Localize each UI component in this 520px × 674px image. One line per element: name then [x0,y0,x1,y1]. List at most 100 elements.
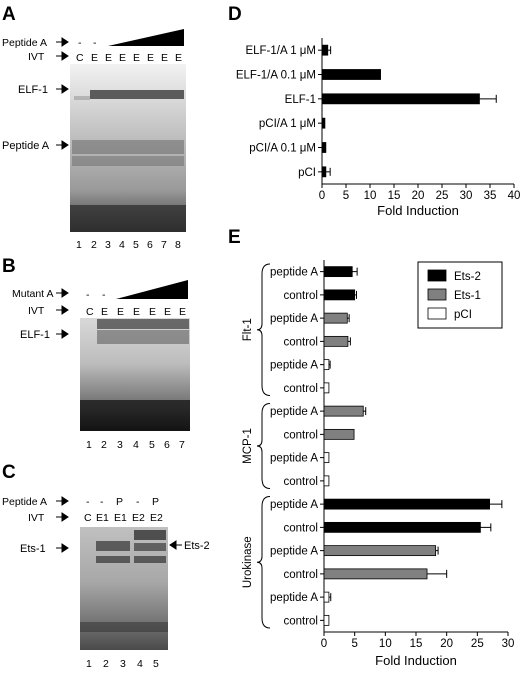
lane-number: 3 [105,239,111,251]
category-label: control [283,429,318,441]
arrow-right-icon [56,329,69,339]
group-bracket [256,263,271,396]
lane-number: 4 [119,239,125,251]
band-label-ets2: Ets-2 [184,540,210,552]
ivt-mark: E [133,52,140,64]
bar [323,405,364,417]
ivt-mark: E1 [96,512,109,524]
group-label: Flt-1 [242,318,254,341]
category-label: ELF-1/A 0.1 μM [236,70,316,82]
gel-band [134,543,166,551]
lane-number: 6 [164,439,170,451]
x-axis-label-d: Fold Induction [377,203,459,218]
category-label: control [283,615,318,627]
arrow-right-icon [56,305,69,315]
ivt-mark: E [161,52,168,64]
ivt-mark: E [105,52,112,64]
lane-number: 2 [91,239,97,251]
group-label: Urokinase [242,536,254,588]
band-label-ets1: Ets-1 [20,543,46,555]
peptide-mark: - [93,37,97,49]
group-label: MCP-1 [242,428,254,464]
bar [323,289,356,301]
gel-band [134,530,166,540]
concentration-wedge [116,280,188,299]
ivt-mark: C [86,306,94,318]
peptide-mark: - [136,496,140,508]
ivt-mark: E [175,52,182,64]
bar [323,382,330,394]
panel-label-e: E [228,227,241,248]
category-label: ELF-1 [285,94,316,106]
category-label: peptide A [270,499,318,511]
panel-c: C Peptide A IVT - - P - P C E1 E1 E2 E2 … [2,462,210,670]
arrow-right-icon [56,37,69,47]
ivt-mark: E1 [114,512,127,524]
chart-d: ELF-1/A 1 μM ELF-1/A 0.1 μM ELF-1 pCI/A 1 μ… [236,38,520,202]
x-tick-label: 15 [410,638,423,650]
lane-number: 5 [149,439,155,451]
panel-label-d: D [228,4,242,25]
mutant-row-label: Mutant A [12,288,53,300]
ivt-marks: C E E E E E E E [76,52,182,64]
group-bracket [256,403,271,489]
gel-band [72,140,184,154]
bar [323,614,330,626]
category-label: peptide A [270,360,318,372]
lane-numbers: 1 2 3 4 5 6 7 [86,439,185,451]
arrow-right-icon [56,140,69,150]
x-tick-label: 15 [388,190,401,202]
x-tick-label: 30 [460,190,473,202]
peptide-row-label: Peptide A [2,496,47,508]
lane-number: 1 [86,439,92,451]
legend-swatch [427,288,447,301]
x-tick-label: 40 [508,190,520,202]
category-label: peptide A [270,406,318,418]
ivt-mark: E [119,52,126,64]
band-label-elf1: ELF-1 [18,84,48,96]
category-label: control [283,522,318,534]
ivt-mark: C [84,512,92,524]
x-tick-label: 5 [351,638,357,650]
bar [321,142,327,153]
ivt-mark: E [149,306,156,318]
free-probe [80,622,168,632]
lane-number: 5 [153,658,159,670]
arrow-right-icon [56,543,69,553]
category-label: pCI/A 0.1 μM [249,143,316,155]
ivt-mark: E [164,306,171,318]
lane-number: 8 [175,239,181,251]
ivt-mark: E2 [132,512,145,524]
category-label: control [283,569,318,581]
lane-number: 1 [86,658,92,670]
bar [323,359,330,371]
bar [323,498,491,510]
bar [323,266,353,278]
category-label: peptide A [270,546,318,558]
peptide-marks: - - P - P [86,496,159,508]
x-tick-label: 10 [364,190,377,202]
legend-label: pCI [454,309,472,321]
bar [323,335,349,347]
legend-label: Ets-2 [454,271,481,283]
bar [323,545,437,557]
bar [321,117,326,129]
gel-band [90,90,184,99]
category-label: ELF-1/A 1 μM [245,45,316,57]
arrow-right-icon [56,51,69,61]
category-label: peptide A [270,313,318,325]
bar [321,69,381,80]
bar [323,568,428,580]
mutant-mark: - [102,289,106,301]
bar [323,312,348,324]
panel-d: D ELF-1/A 1 μM ELF-1/A 0.1 μM ELF-1 pCI/A 1… [228,4,520,218]
x-tick-label: 0 [319,190,325,202]
category-label: pCI/A 1 μM [259,118,316,130]
ivt-mark: E [133,306,140,318]
peptide-mark: - [78,37,82,49]
free-probe [70,205,186,232]
lane-number: 3 [117,439,123,451]
category-label: control [283,476,318,488]
panel-b: B Mutant A IVT - - C E E E E E E ELF-1 1… [2,256,190,451]
lane-number: 4 [133,439,139,451]
